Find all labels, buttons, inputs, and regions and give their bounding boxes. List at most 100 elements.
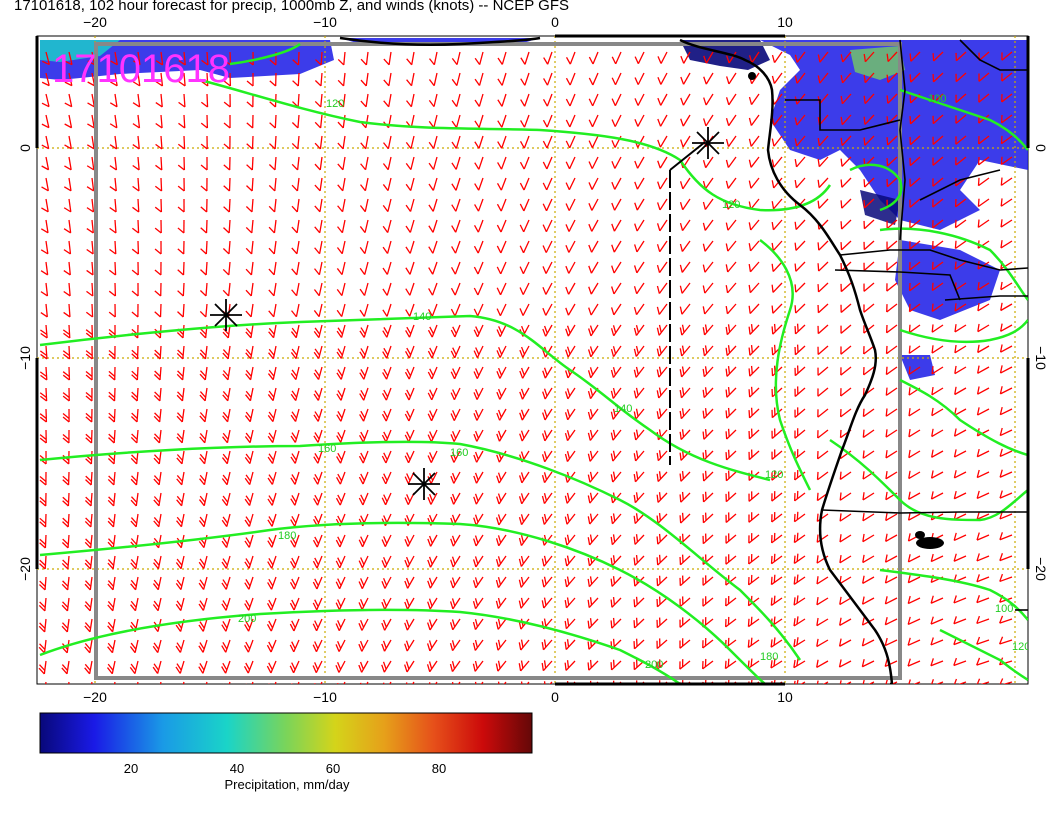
wind-barb [497,72,507,86]
wind-barb [222,282,231,297]
wind-barb [886,240,898,250]
wind-barb [130,492,139,507]
wind-barb [266,597,277,611]
wind-barb [976,636,990,645]
wind-barb [497,114,507,128]
wind-barb [223,177,231,192]
wind-barb [245,219,254,234]
wind-barb [496,261,507,275]
wind-barb [656,387,668,399]
wind-barb [496,345,507,358]
wind-barb [588,198,599,211]
wind-barb [725,261,737,273]
wind-barb [725,219,737,231]
wind-barb [107,471,116,486]
wind-barb [177,282,185,297]
wind-barb [656,366,668,378]
wind-barb [198,660,208,674]
wind-barb [932,72,944,83]
wind-barb [518,471,530,484]
wind-barb [955,51,967,62]
wind-barb [428,135,438,149]
wind-barb [588,282,599,295]
wind-barb [61,534,70,549]
wind-barb [793,553,806,564]
wind-barb [428,282,438,296]
wind-barb [863,51,875,63]
wind-barb [999,553,1013,562]
wind-barb [428,72,438,87]
wind-barb [335,534,346,548]
wind-barb [266,639,277,653]
wind-barb [200,261,208,276]
wind-barb [39,366,48,381]
contour-label: 180 [278,530,296,542]
wind-barb [404,576,415,589]
wind-barb [518,660,530,672]
wind-barb [450,408,461,421]
wind-barb [542,93,553,107]
wind-barb [107,534,116,549]
wind-barb [656,554,668,566]
wind-barb [336,366,346,380]
wind-barb [178,114,186,129]
wind-barb [41,114,50,129]
wind-barb [839,617,852,626]
wind-barb [907,658,921,667]
wind-barb [886,303,898,313]
island-2 [915,531,925,539]
wind-barb [428,681,438,684]
wind-barb [109,198,117,213]
wind-barb [861,679,875,684]
wind-barb [381,471,392,485]
wind-barb [930,658,944,667]
wind-barb [404,534,415,547]
wind-barb [771,135,783,147]
wind-barb [932,135,944,145]
wind-barb [289,555,300,569]
left-tick-label: −20 [17,557,33,581]
wind-barb [86,282,94,297]
wind-barb [428,177,438,191]
wind-barb [155,135,163,150]
wind-barb [63,282,71,297]
wind-barb [680,72,691,85]
wind-barb [725,303,737,315]
wind-barb [542,135,553,149]
wind-barb [679,575,691,587]
wind-barb [885,345,898,355]
wind-barb [930,616,944,625]
wind-barb [175,555,185,570]
wind-barb [291,156,300,171]
wind-barb [794,303,806,314]
wind-barb [450,555,461,568]
wind-barb [244,471,254,485]
wind-barb [931,282,944,292]
wind-barb [886,135,898,146]
wind-barb [64,156,72,171]
wind-barb [817,156,829,168]
wind-barb [932,219,944,229]
wind-barb [794,428,806,439]
wind-barb [496,198,507,212]
wind-barb [610,471,622,483]
asterisk-marker [408,468,440,500]
wind-barb [314,681,323,684]
wind-barb [337,114,346,129]
wind-barb [222,387,231,402]
wind-barb [268,240,277,255]
top-tick-label: −10 [313,14,337,30]
wind-barb [131,261,139,276]
wind-barb [472,660,484,672]
wind-barb [381,618,392,631]
wind-barb [314,72,323,87]
wind-barb [519,135,530,149]
wind-barb [541,429,553,442]
wind-barb [39,513,47,528]
wind-barb [130,597,139,612]
wind-barb [610,534,622,546]
wind-barb [976,448,990,458]
wind-barb [243,660,254,674]
wind-barb [85,345,93,360]
wind-barb [588,219,599,232]
